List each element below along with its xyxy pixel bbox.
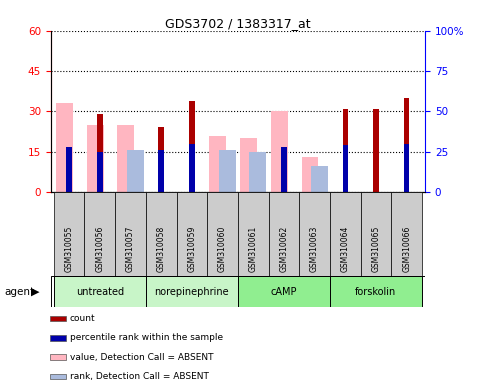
Text: untreated: untreated [76, 287, 124, 297]
Text: GSM310063: GSM310063 [310, 226, 319, 272]
FancyBboxPatch shape [146, 192, 176, 276]
FancyBboxPatch shape [85, 192, 115, 276]
Bar [50, 335, 67, 341]
Bar [50, 374, 67, 379]
Bar [373, 109, 379, 192]
Bar [404, 98, 410, 192]
Text: cAMP: cAMP [270, 287, 297, 297]
Bar [189, 101, 195, 192]
Bar [219, 150, 236, 192]
Bar [301, 157, 318, 192]
Bar [87, 125, 104, 192]
Text: rank, Detection Call = ABSENT: rank, Detection Call = ABSENT [70, 372, 208, 381]
Bar [97, 114, 102, 192]
Bar [54, 276, 146, 307]
FancyBboxPatch shape [115, 192, 146, 276]
Bar [281, 147, 287, 192]
Text: value, Detection Call = ABSENT: value, Detection Call = ABSENT [70, 353, 213, 362]
FancyBboxPatch shape [176, 192, 207, 276]
Text: forskolin: forskolin [355, 287, 397, 297]
FancyBboxPatch shape [299, 192, 330, 276]
Bar [342, 109, 348, 192]
Bar [146, 276, 238, 307]
Bar [50, 354, 67, 360]
Text: GSM310055: GSM310055 [65, 226, 73, 272]
Text: percentile rank within the sample: percentile rank within the sample [70, 333, 223, 343]
Bar [66, 147, 72, 192]
Bar [158, 127, 164, 192]
Text: GSM310060: GSM310060 [218, 226, 227, 272]
Bar [127, 150, 143, 192]
Text: norepinephrine: norepinephrine [155, 287, 229, 297]
Text: ▶: ▶ [31, 287, 40, 297]
Bar [271, 111, 288, 192]
Bar [404, 144, 410, 192]
Bar [238, 276, 330, 307]
FancyBboxPatch shape [330, 192, 361, 276]
Bar [311, 166, 327, 192]
Text: GSM310064: GSM310064 [341, 226, 350, 272]
Text: GSM310056: GSM310056 [95, 226, 104, 272]
Text: GSM310058: GSM310058 [156, 226, 166, 272]
Text: GSM310061: GSM310061 [249, 226, 258, 272]
Bar [117, 125, 134, 192]
FancyBboxPatch shape [207, 192, 238, 276]
FancyBboxPatch shape [54, 192, 85, 276]
Text: GSM310065: GSM310065 [371, 226, 381, 272]
Bar [342, 145, 348, 192]
Bar [56, 103, 73, 192]
Bar [158, 150, 164, 192]
FancyBboxPatch shape [269, 192, 299, 276]
Text: count: count [70, 314, 95, 323]
Bar [240, 138, 257, 192]
Bar [189, 144, 195, 192]
Text: GSM310057: GSM310057 [126, 226, 135, 272]
FancyBboxPatch shape [238, 192, 269, 276]
Bar [249, 152, 266, 192]
Text: GSM310066: GSM310066 [402, 226, 411, 272]
Bar [330, 276, 422, 307]
Bar [210, 136, 227, 192]
Text: GSM310059: GSM310059 [187, 226, 197, 272]
FancyBboxPatch shape [361, 192, 391, 276]
Text: agent: agent [5, 287, 35, 297]
Bar [97, 152, 102, 192]
Text: GSM310062: GSM310062 [279, 226, 288, 272]
FancyBboxPatch shape [391, 192, 422, 276]
Text: GDS3702 / 1383317_at: GDS3702 / 1383317_at [165, 17, 311, 30]
Bar [50, 316, 67, 321]
